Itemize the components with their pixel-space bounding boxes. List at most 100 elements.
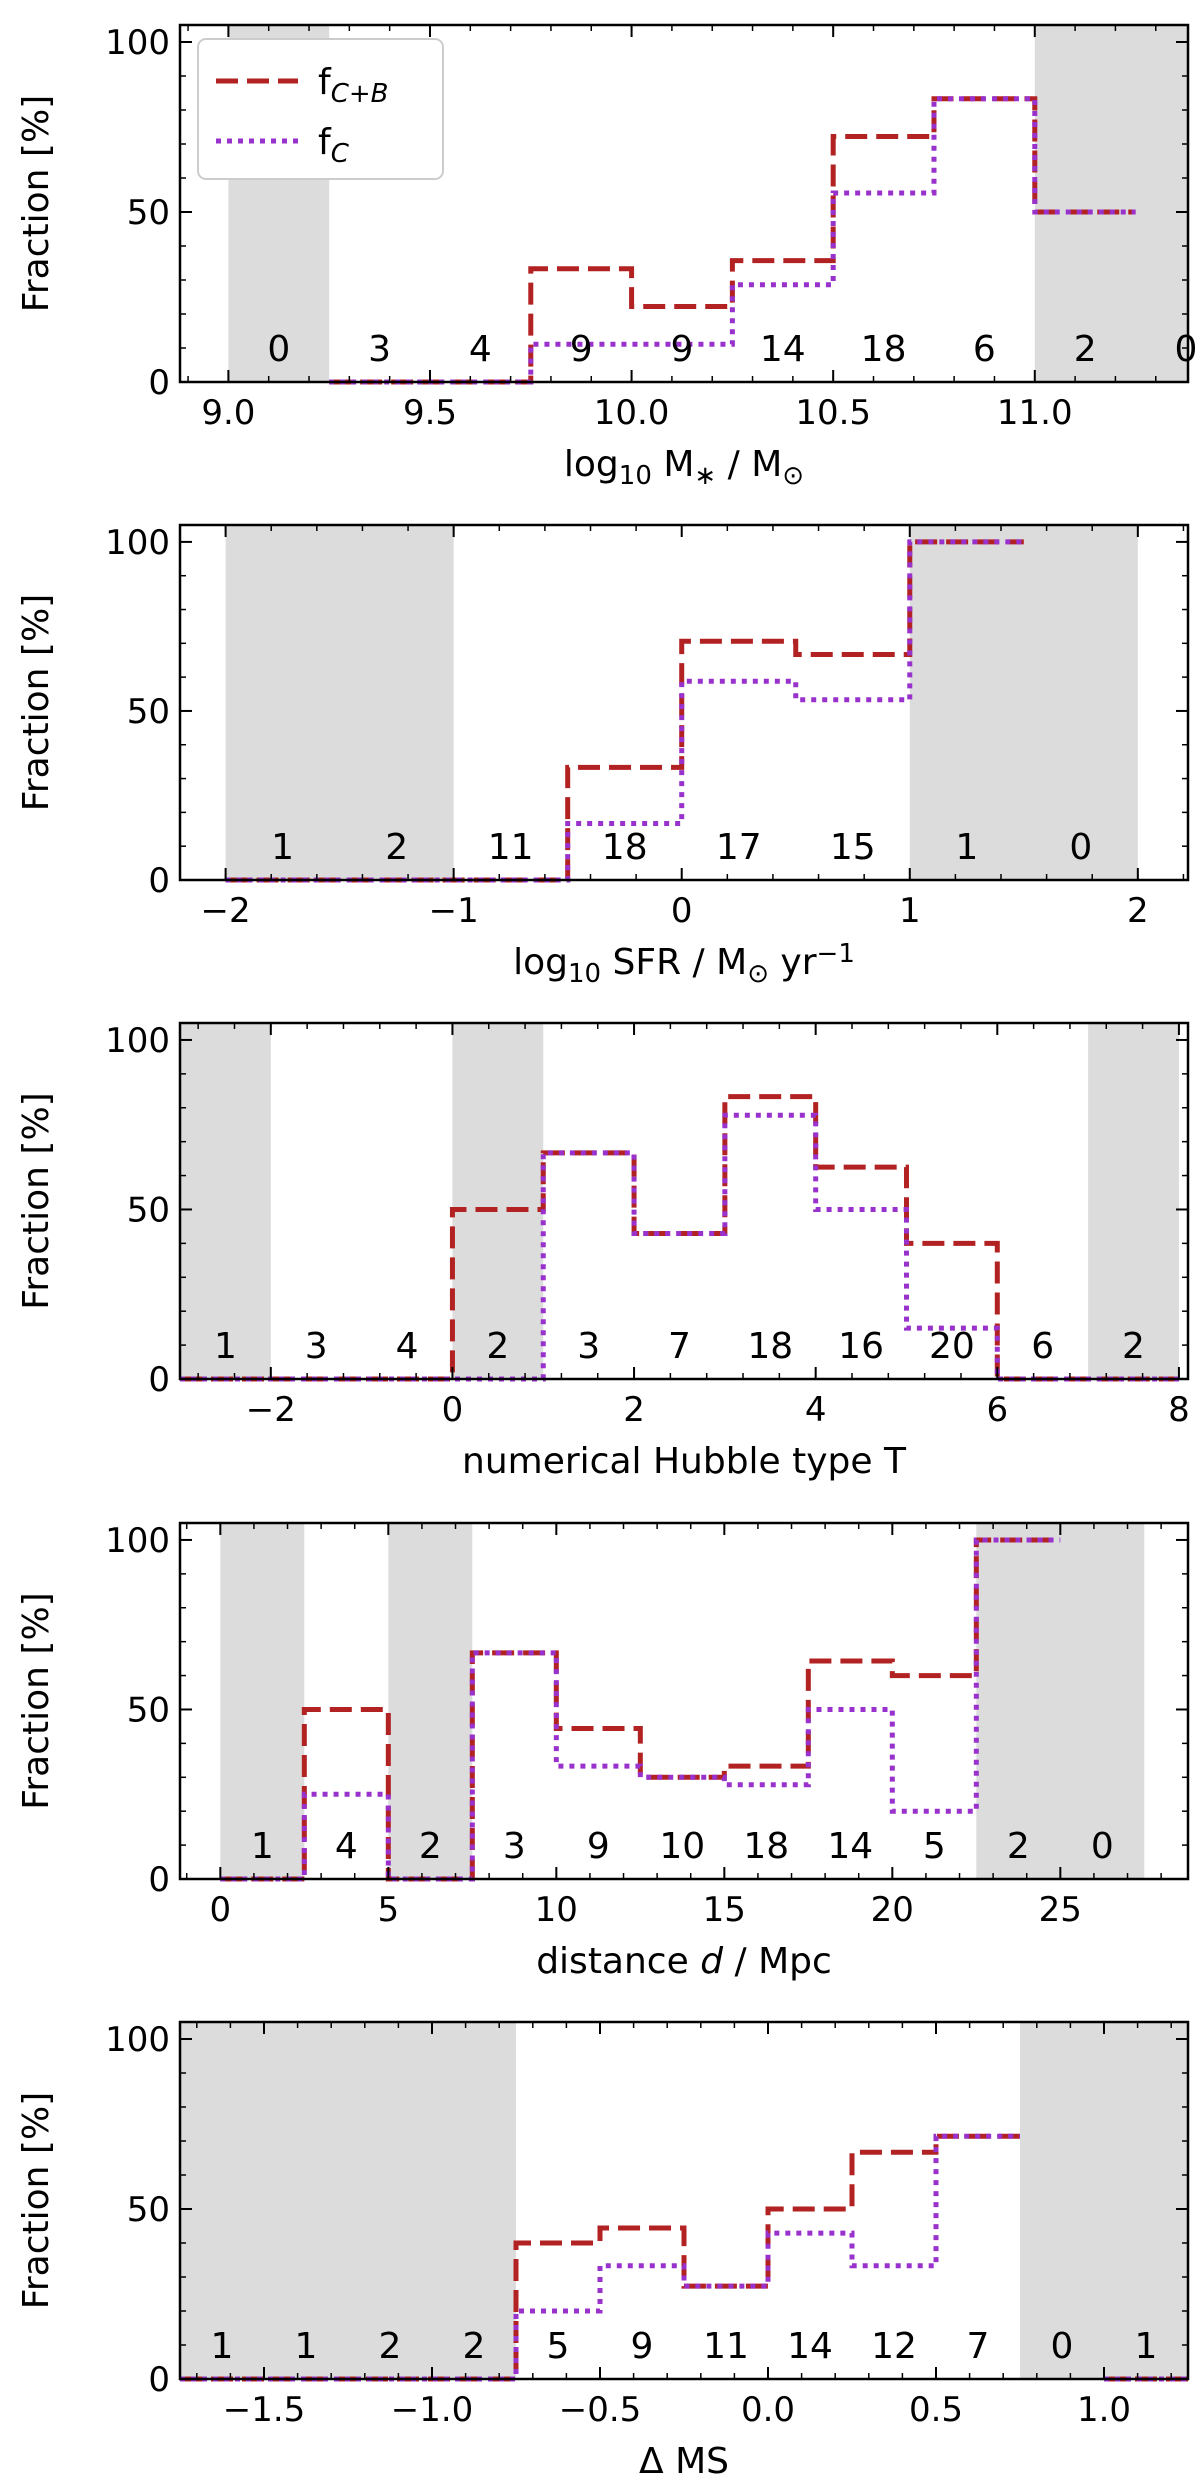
y-tick-label: 0 [148,1860,170,1900]
bin-count-label: 4 [335,1826,358,1867]
bin-count-label: 6 [1031,1326,1054,1367]
bin-count-label: 12 [871,2326,917,2367]
bin-count-label: 10 [659,1826,705,1867]
x-tick-label: −2 [201,891,251,931]
bin-count-label: 2 [379,2326,402,2367]
bin-count-label: 11 [488,827,534,868]
y-tick-label: 50 [127,193,170,233]
series-fc-line [220,1537,1061,1882]
x-tick-label: 0 [442,1390,464,1430]
x-tick-label: 1.0 [1077,2390,1131,2430]
x-tick-label: 2 [1127,891,1149,931]
panel-1: 0 3 4 9 9 14 18 6 2 0 9.0 9.5 10.0 10.5 11.0 0 50 100 Frac… [16,23,1197,491]
x-axis-label: log10 M∗ / M⊙ [564,444,804,491]
bin-count-label: 17 [716,827,762,868]
shaded-region [976,1523,1145,1879]
bin-count-label: 2 [385,827,408,868]
x-tick-label: 6 [986,1390,1008,1430]
axes-frame [178,23,1190,384]
bin-count-label: 16 [838,1326,884,1367]
bin-count-label: 2 [1007,1826,1030,1867]
bin-count-label: 1 [211,2326,234,2367]
y-tick-label: 100 [105,1021,170,1061]
series-fc-line [329,96,1136,385]
bin-count-label: 18 [602,827,648,868]
x-axis-label: Δ MS [639,2441,729,2482]
panel-5: 1 1 2 2 5 9 11 14 12 7 0 1−1.5 −1.0 −0.5 0.0 0.5 1.00501… [16,2020,1190,2482]
axes-frame [178,523,1190,882]
axes-frame [178,1521,1190,1881]
bin-count-label: 0 [1069,827,1092,868]
shaded-region [1034,25,1188,382]
y-tick-label: 50 [127,1190,170,1230]
bin-count-label: 1 [271,827,294,868]
bin-count-label: 2 [486,1326,509,1367]
bin-count-label: 2 [419,1826,442,1867]
shaded-region [220,1523,305,1879]
bin-count-label: 9 [587,1826,610,1867]
x-tick-label: 2 [623,1390,645,1430]
x-tick-label: 0.5 [909,2390,963,2430]
y-tick-label: 50 [127,2190,170,2230]
bin-count-label: 5 [547,2326,570,2367]
x-tick-label: 10.0 [594,393,670,433]
shaded-region [1020,2022,1188,2379]
bin-count-label: 2 [1122,1326,1145,1367]
x-axis-label: distance d / Mpc [536,1941,832,1982]
x-tick-label: 25 [1039,1890,1082,1930]
bin-count-label: 4 [396,1326,419,1367]
x-tick-label: 4 [805,1390,827,1430]
x-tick-label: 0 [671,891,693,931]
bin-count-label: 14 [827,1826,873,1867]
bin-count-label: 11 [703,2326,749,2367]
series-fcb-line [220,1537,1061,1882]
shaded-region [452,1023,544,1379]
x-tick-label: 20 [871,1890,914,1930]
bin-count-label: 1 [955,827,978,868]
y-axis-label: Fraction [%] [16,95,57,312]
shaded-region [1088,1023,1179,1379]
bin-count-label: 7 [967,2326,990,2367]
y-axis-label: Fraction [%] [16,1092,57,1309]
axes-frame [178,2020,1190,2381]
bin-count-label: 4 [469,329,492,370]
y-tick-label: 0 [148,2360,170,2400]
bin-count-label: 1 [295,2326,318,2367]
bin-count-label: 1 [214,1326,237,1367]
y-tick-label: 100 [105,1521,170,1561]
y-axis-label: Fraction [%] [16,594,57,811]
y-tick-label: 100 [105,523,170,563]
x-tick-label: −2 [246,1390,296,1430]
x-tick-label: 15 [703,1890,746,1930]
bin-count-label: 7 [668,1326,691,1367]
bin-count-label: 20 [929,1326,975,1367]
shaded-region [180,2022,516,2379]
legend-label-fcb: fC+B [318,62,388,109]
shaded-region [388,1523,473,1879]
bin-count-label: 5 [923,1826,946,1867]
x-tick-label: −1 [429,891,479,931]
bin-count-label: 18 [743,1826,789,1867]
x-tick-label: 8 [1168,1390,1190,1430]
y-tick-label: 100 [105,23,170,63]
bin-count-label: 18 [747,1326,793,1367]
x-tick-label: 5 [377,1890,399,1930]
y-tick-label: 100 [105,2020,170,2060]
x-tick-label: −1.0 [391,2390,474,2430]
x-tick-label: 10 [535,1890,578,1930]
x-tick-label: 0 [209,1890,231,1930]
bin-count-label: 3 [305,1326,328,1367]
y-axis-label: Fraction [%] [16,1592,57,1809]
legend-box [197,38,444,180]
bin-count-label: 1 [1135,2326,1158,2367]
shaded-region [225,525,454,880]
bin-count-label: 1 [251,1826,274,1867]
bin-count-label: 14 [760,329,806,370]
bin-count-label: 6 [973,329,996,370]
bin-count-label: 9 [570,329,593,370]
bin-count-label: 0 [1175,329,1198,370]
x-tick-label: 11.0 [997,393,1073,433]
